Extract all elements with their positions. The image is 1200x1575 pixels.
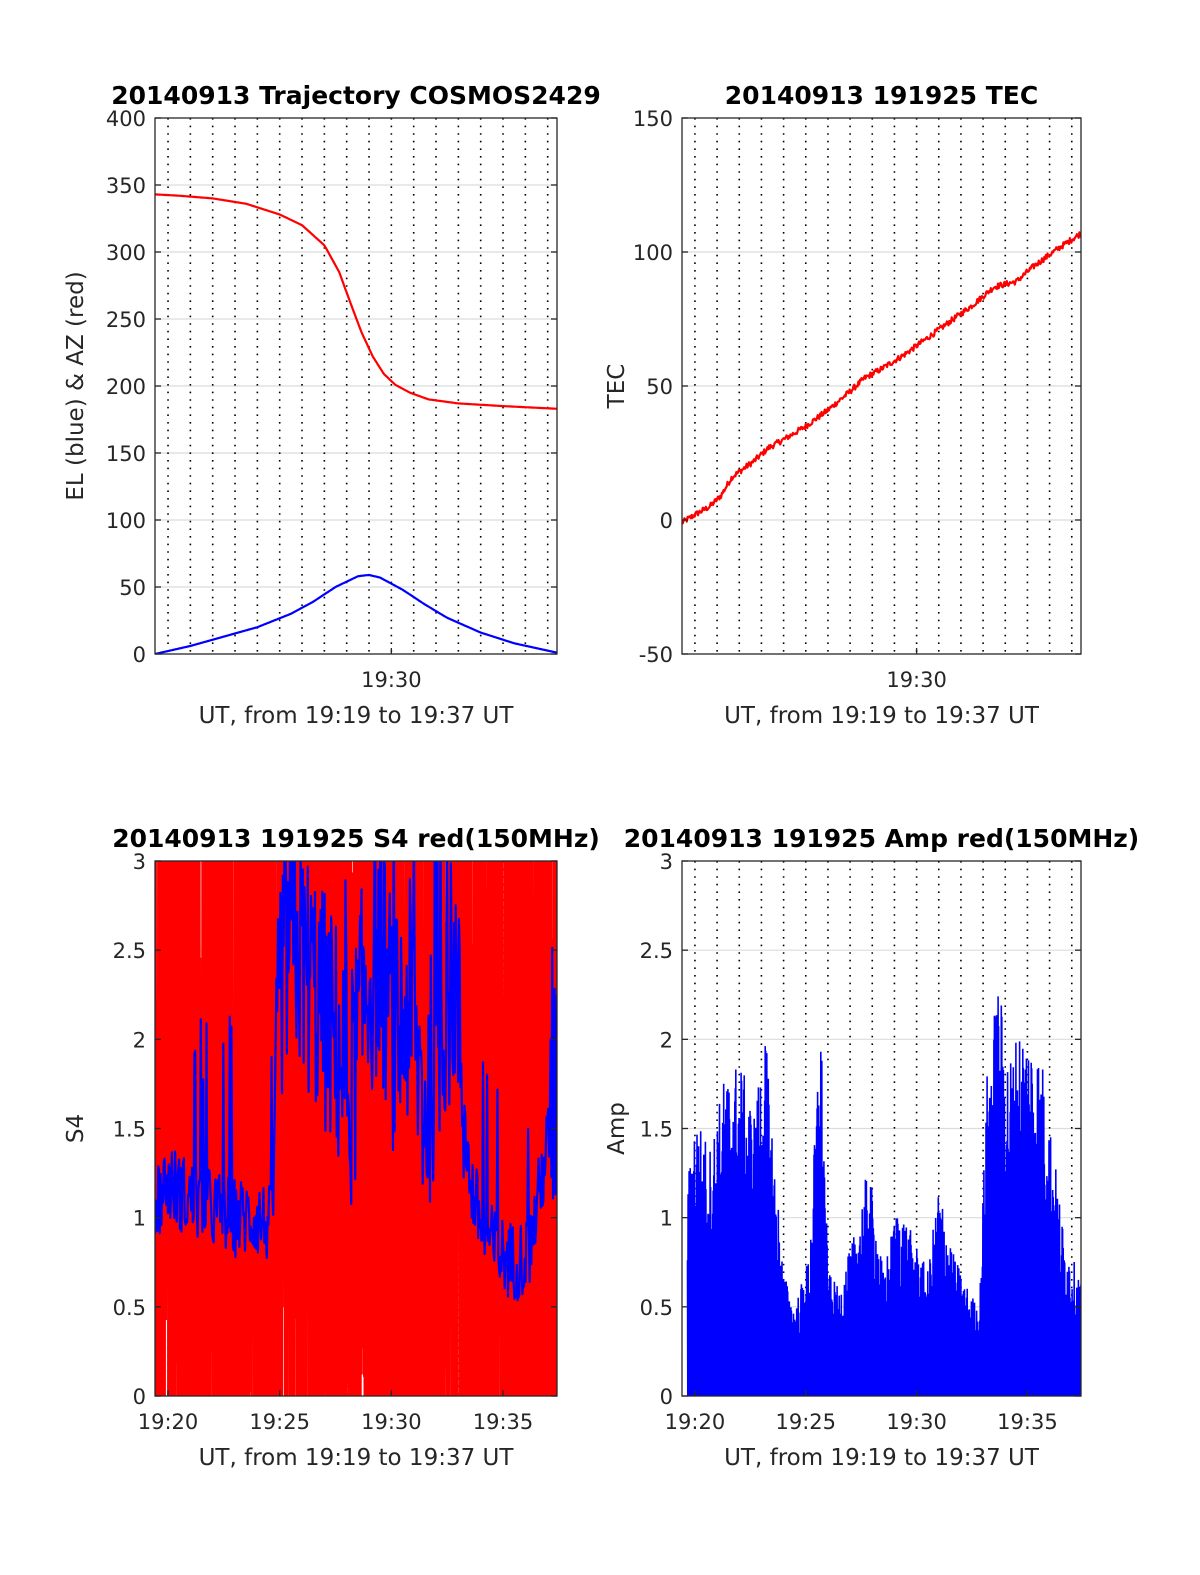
series-line <box>686 996 1081 1396</box>
x-tick-label: 19:20 <box>665 1410 726 1434</box>
x-tick-label: 19:30 <box>886 1410 947 1434</box>
y-tick-label: 250 <box>106 308 146 332</box>
y-axis-label: Amp <box>604 1102 630 1155</box>
chart-title: 20140913 191925 Amp red(150MHz) <box>624 824 1140 853</box>
y-tick-label: 0.5 <box>113 1296 146 1320</box>
plot-area <box>686 996 1081 1396</box>
y-tick-label: 0 <box>660 509 673 533</box>
chart-title: 20140913 191925 TEC <box>725 81 1038 110</box>
y-axis-label: S4 <box>63 1114 89 1143</box>
y-tick-label: 1.5 <box>640 1118 673 1142</box>
y-tick-label: 0.5 <box>640 1296 673 1320</box>
x-tick-label: 19:25 <box>249 1410 310 1434</box>
y-axis-label: TEC <box>604 364 630 410</box>
y-tick-label: 50 <box>119 576 146 600</box>
y-tick-label: 2.5 <box>113 939 146 963</box>
chart-title: 20140913 Trajectory COSMOS2429 <box>111 81 601 110</box>
panel-s4: 0 0.5 1 1.5 2 2.5 3 19:20 19:25 19:30 19:35 2014091… <box>63 824 600 1471</box>
x-axis-label: UT, from 19:19 to 19:37 UT <box>199 1445 515 1471</box>
y-tick-label: 3 <box>133 850 146 874</box>
y-tick-label: 0 <box>133 643 146 667</box>
y-tick-label: -50 <box>639 643 673 667</box>
y-tick-label: 2 <box>133 1028 146 1052</box>
y-tick-label: 1.5 <box>113 1118 146 1142</box>
y-tick-label: 0 <box>133 1385 146 1409</box>
series-line <box>155 861 557 1302</box>
y-tick-label: 300 <box>106 241 146 265</box>
y-tick-label: 200 <box>106 375 146 399</box>
y-tick-label: 400 <box>106 107 146 131</box>
x-axis-label: UT, from 19:19 to 19:37 UT <box>724 703 1040 729</box>
x-axis-label: UT, from 19:19 to 19:37 UT <box>724 1445 1040 1471</box>
x-tick-label: 19:30 <box>886 668 947 692</box>
y-tick-label: 2.5 <box>640 939 673 963</box>
series-line <box>682 231 1081 525</box>
x-tick-label: 19:20 <box>138 1410 199 1434</box>
y-tick-label: 50 <box>646 375 673 399</box>
x-tick-label: 19:30 <box>361 1410 422 1434</box>
x-tick-label: 19:30 <box>361 668 422 692</box>
x-tick-label: 19:35 <box>997 1410 1058 1434</box>
y-tick-label: 2 <box>660 1028 673 1052</box>
y-tick-label: 3 <box>660 850 673 874</box>
y-tick-label: 350 <box>106 174 146 198</box>
panel-amp: 0 0.5 1 1.5 2 2.5 3 19:20 19:25 19:30 19:35 2014091… <box>604 824 1139 1471</box>
plot-area <box>682 231 1081 525</box>
plot-area <box>155 861 557 1396</box>
series-line <box>155 573 557 654</box>
y-tick-label: 1 <box>660 1207 673 1231</box>
series-line <box>155 193 557 410</box>
x-tick-label: 19:25 <box>775 1410 836 1434</box>
x-axis-label: UT, from 19:19 to 19:37 UT <box>199 703 515 729</box>
plot-area <box>155 193 557 654</box>
y-tick-label: 0 <box>660 1385 673 1409</box>
y-axis-label: EL (blue) & AZ (red) <box>63 271 89 500</box>
y-tick-label: 100 <box>106 509 146 533</box>
y-tick-label: 1 <box>133 1207 146 1231</box>
y-tick-label: 150 <box>106 442 146 466</box>
panel-tec: -50 0 50 100 150 19:30 20140913 191925 TEC UT, … <box>604 81 1082 729</box>
panel-trajectory: 0 50 100 150 200 250 300 350 400 19:30 20140913 Tr… <box>63 81 601 729</box>
y-tick-label: 100 <box>633 241 673 265</box>
chart-title: 20140913 191925 S4 red(150MHz) <box>112 824 600 853</box>
x-tick-label: 19:35 <box>473 1410 534 1434</box>
y-tick-label: 150 <box>633 107 673 131</box>
